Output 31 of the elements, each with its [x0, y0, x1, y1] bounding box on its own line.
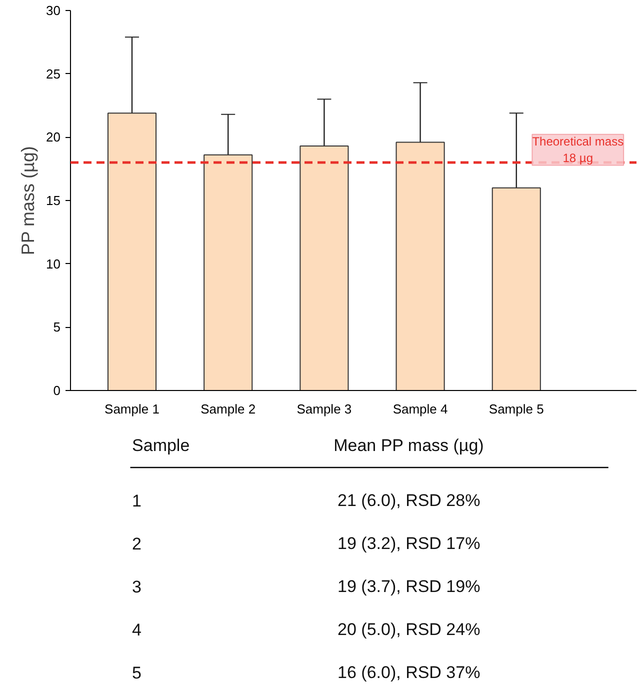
text: 21 (6.0), RSD 28% — [338, 491, 480, 510]
x-tick-label: Sample 1 — [104, 402, 160, 416]
text: Sample — [132, 436, 190, 455]
bar — [107, 112, 157, 390]
text: 2 — [132, 534, 142, 554]
bar — [204, 154, 253, 390]
bar — [300, 146, 349, 390]
text: 5 — [132, 664, 142, 682]
x-tick-label: Sample 3 — [296, 402, 352, 416]
bar — [492, 187, 541, 390]
y-tick-label: 15 — [46, 193, 61, 208]
text: 16 (6.0), RSD 37% — [338, 663, 480, 682]
y-tick-label: 0 — [53, 383, 61, 398]
text: 19 (3.7), RSD 19% — [338, 577, 480, 596]
text: 20 (5.0), RSD 24% — [338, 620, 480, 639]
y-tick-label: 10 — [46, 256, 61, 272]
text: 1 — [132, 492, 142, 510]
y-tick-label: 30 — [46, 3, 61, 18]
text: Mean PP mass (µg) — [334, 436, 484, 455]
y-tick-label: 20 — [46, 130, 61, 145]
ref-line-label: Theoretical mass 18 µg — [532, 134, 624, 166]
text: 4 — [132, 620, 142, 640]
x-tick-label: Sample 2 — [200, 402, 256, 416]
y-axis-title: PP mass (µg) — [18, 146, 38, 256]
text: 19 (3.2), RSD 17% — [338, 534, 480, 553]
bar — [396, 142, 445, 390]
x-tick-label: Sample 5 — [488, 402, 544, 416]
text: 3 — [132, 578, 142, 596]
y-tick-label: 5 — [53, 320, 61, 335]
y-tick-label: 25 — [46, 66, 61, 82]
x-tick-label: Sample 4 — [392, 402, 448, 416]
